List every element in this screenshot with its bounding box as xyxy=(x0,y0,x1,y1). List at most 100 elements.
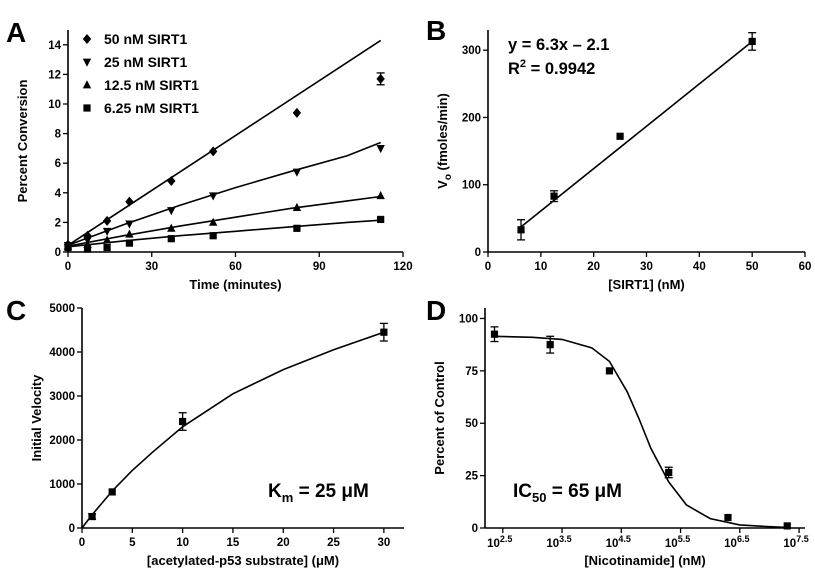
panel-b-y-axis-label: Vo (fmoles/min) xyxy=(435,93,454,189)
panel-d-x-tick-label: 106.5 xyxy=(724,534,749,550)
panel-a-data-point xyxy=(102,235,112,244)
legend-entry: 12.5 nM SIRT1 xyxy=(104,77,199,93)
panel-a-y-tick-label: 12 xyxy=(48,69,61,81)
panel-b-y-tick-label: 200 xyxy=(462,112,481,124)
panel-a-x-tick-label: 120 xyxy=(393,261,412,273)
tick-base: 10 xyxy=(783,538,796,550)
panel-a-fit-line xyxy=(67,39,382,246)
panel-d-x-tick-label: 103.5 xyxy=(546,534,571,550)
r2-prefix: R xyxy=(508,60,520,78)
panel-a-y-tick-label: 14 xyxy=(48,40,61,52)
panel-c-x-tick-label: 30 xyxy=(377,537,390,549)
panel-c-y-tick-label: 3000 xyxy=(49,391,75,403)
panel-a-data-point xyxy=(376,191,385,200)
panel-b-r-squared: R2 = 0.9942 xyxy=(508,58,595,78)
panel-d-y-tick-label: 0 xyxy=(472,523,478,535)
panel-a-y-tick-label: 2 xyxy=(55,217,61,229)
ic50-value: = 65 μM xyxy=(546,481,622,502)
panel-d-x-tick-label: 105.5 xyxy=(665,534,690,550)
km-value: = 25 μM xyxy=(293,481,369,502)
y-label-part: V xyxy=(435,180,450,189)
panel-a-x-tick-label: 30 xyxy=(145,261,158,273)
panel-label-a: A xyxy=(6,17,26,48)
tick-exponent: 2.5 xyxy=(500,534,513,544)
panel-a-y-tick-label: 8 xyxy=(55,129,62,141)
tick-base: 10 xyxy=(724,538,737,550)
panel-c-data-point xyxy=(380,328,388,336)
panel-label-d: D xyxy=(426,295,446,326)
panel-a: 0 2 4 6 8 10 12 14 0 30 60 90 120 Time (minutes) Perce… xyxy=(15,30,413,292)
y-label-part: o xyxy=(443,174,454,180)
km-subscript: m xyxy=(282,490,294,505)
panel-d-data-point xyxy=(490,330,499,338)
panel-a-y-axis-label: Percent Conversion xyxy=(15,80,30,203)
panel-a-data-point xyxy=(209,232,217,240)
panel-c-data-point xyxy=(88,512,96,521)
panel-b-x-tick-label: 10 xyxy=(534,261,547,273)
panel-c-x-tick-label: 5 xyxy=(129,537,136,549)
y-label-part: (fmoles/min) xyxy=(435,93,450,174)
panel-a-data-point xyxy=(292,168,302,177)
panel-b-data-point xyxy=(616,132,624,140)
panel-c: 0 1000 2000 3000 4000 5000 0 5 10 15 20 25 30 [acetyl… xyxy=(29,303,404,568)
panel-c-data-point xyxy=(179,417,187,426)
panel-a-data-point xyxy=(208,217,218,226)
panel-a-data-point xyxy=(64,243,72,252)
ic50-prefix: IC xyxy=(513,481,532,502)
panel-d-x-tick-label: 102.5 xyxy=(487,534,512,550)
panel-c-y-axis-label: Initial Velocity xyxy=(29,374,44,461)
panel-a-data-point xyxy=(293,224,301,232)
panel-b-fit-line xyxy=(520,40,753,228)
panel-d-data-point xyxy=(605,367,614,375)
panel-c-y-tick-label: 0 xyxy=(69,523,75,535)
tick-exponent: 5.5 xyxy=(678,534,691,544)
panel-a-x-tick-label: 0 xyxy=(65,261,71,273)
panel-b-x-tick-label: 30 xyxy=(640,261,653,273)
panel-b-x-tick-label: 0 xyxy=(485,261,491,273)
tick-base: 10 xyxy=(487,538,500,550)
r2-value: = 0.9942 xyxy=(526,60,595,78)
panel-a-fit-line xyxy=(67,195,381,247)
panel-a-data-point xyxy=(208,192,218,201)
legend-entry: 25 nM SIRT1 xyxy=(104,54,187,70)
panel-b-y-tick-label: 0 xyxy=(475,247,481,259)
tick-exponent: 4.5 xyxy=(618,534,631,544)
panel-c-x-tick-label: 25 xyxy=(327,537,340,549)
panel-a-data-point xyxy=(376,73,385,84)
panel-b-data-point xyxy=(748,37,756,46)
panel-d-x-axis-label: [Nicotinamide] (nM) xyxy=(584,553,705,568)
panel-a-x-tick-label: 60 xyxy=(229,261,242,273)
panel-b: 0 100 200 300 0 10 20 30 40 50 60 [SIRT1] (nM) Vo (f… xyxy=(435,30,811,292)
tick-exponent: 6.5 xyxy=(737,534,750,544)
legend-marker xyxy=(82,58,92,67)
panel-a-data-point xyxy=(125,220,134,229)
panel-b-x-tick-label: 50 xyxy=(746,261,759,273)
panel-b-y-tick-label: 300 xyxy=(462,45,481,57)
ic50-subscript: 50 xyxy=(532,490,546,505)
panel-a-y-tick-label: 6 xyxy=(55,158,61,170)
panel-d-x-tick-label: 107.5 xyxy=(783,534,808,550)
panel-c-y-tick-label: 1000 xyxy=(49,479,75,491)
panel-a-y-tick-label: 10 xyxy=(48,99,61,111)
panel-c-y-tick-label: 2000 xyxy=(49,435,75,447)
panel-d-y-tick-label: 25 xyxy=(465,471,478,483)
panel-label-b: B xyxy=(426,15,446,46)
panel-a-data-point xyxy=(376,145,385,154)
panel-a-x-tick-label: 90 xyxy=(313,261,326,273)
panel-b-y-tick-label: 100 xyxy=(462,180,481,192)
panel-c-x-tick-label: 10 xyxy=(176,537,189,549)
panel-c-km: Km = 25 μM xyxy=(268,481,369,505)
panel-a-data-point xyxy=(125,229,134,238)
panel-c-x-tick-label: 0 xyxy=(79,537,85,549)
panel-d-data-point xyxy=(783,522,791,530)
panel-b-x-tick-label: 20 xyxy=(587,261,600,273)
panel-a-data-point xyxy=(208,146,218,157)
panel-d-ic50: IC50 = 65 μM xyxy=(513,481,622,505)
panel-a-data-point xyxy=(167,207,176,216)
panel-b-data-point xyxy=(517,226,525,234)
tick-base: 10 xyxy=(665,538,678,550)
legend-marker xyxy=(82,34,92,44)
panel-a-data-point xyxy=(377,215,385,224)
